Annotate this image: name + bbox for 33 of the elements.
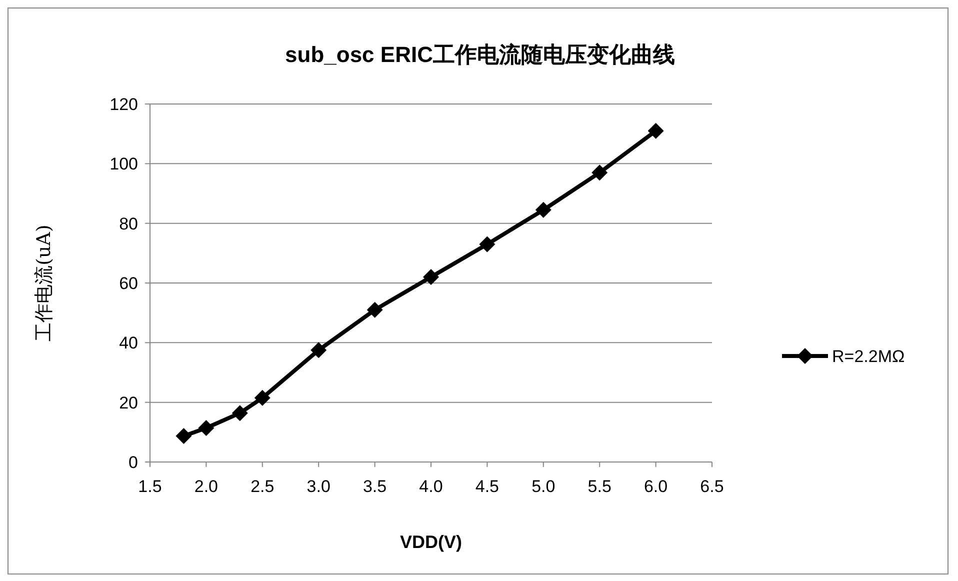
- x-tick-label: 3.0: [306, 477, 330, 496]
- point: [479, 236, 496, 252]
- y-tick-label: 40: [119, 334, 138, 353]
- x-tick-label: 1.5: [138, 477, 162, 496]
- y-tick-label: 120: [110, 95, 138, 114]
- chart-title: sub_osc ERIC工作电流随电压变化曲线: [285, 42, 675, 67]
- point: [592, 164, 608, 181]
- y-tick-label: 60: [119, 274, 138, 293]
- point: [310, 342, 327, 358]
- x-tick-label: 6.0: [644, 477, 668, 496]
- y-tick-label: 0: [128, 453, 138, 472]
- point: [535, 202, 552, 218]
- point: [254, 390, 270, 406]
- x-tick-label: 2.0: [194, 477, 218, 496]
- x-tick-label: 6.5: [700, 477, 724, 496]
- x-tick-label: 5.0: [532, 477, 556, 496]
- point: [232, 405, 248, 422]
- x-tick-label: 3.5: [362, 477, 387, 496]
- x-tick-label: 2.5: [250, 477, 274, 496]
- y-tick-label: 80: [119, 214, 138, 234]
- point: [366, 302, 383, 318]
- x-tick-label: 4.5: [475, 477, 500, 496]
- point: [198, 420, 214, 436]
- y-tick-label: 100: [110, 154, 138, 174]
- point: [176, 428, 192, 444]
- legend-label: R=2.2MΩ: [832, 347, 905, 366]
- point: [648, 122, 664, 139]
- x-tick-label: 4.0: [419, 477, 443, 496]
- point: [423, 269, 439, 286]
- y-axis-title: 工作电流(uA): [33, 224, 55, 342]
- x-axis-title: VDD(V): [400, 532, 462, 552]
- x-tick-label: 5.5: [588, 477, 612, 496]
- y-tick-label: 20: [119, 393, 138, 412]
